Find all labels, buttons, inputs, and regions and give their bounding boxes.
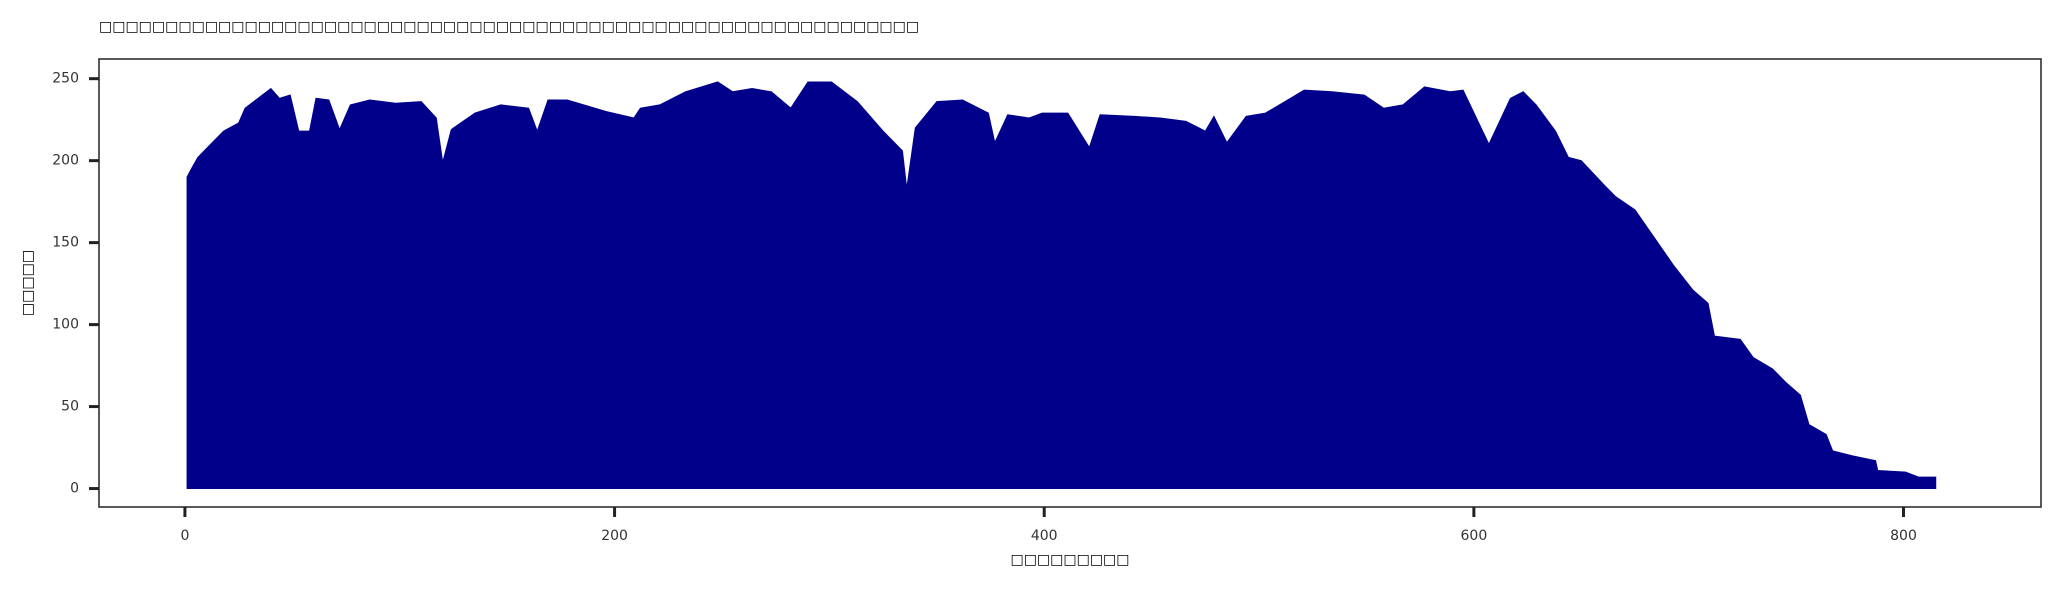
x-tick-label: 400 [1031,528,1058,544]
x-axis-label: □□□□□□□□□ [1010,552,1129,568]
chart-title: □□□□□□□□□□□□□□□□□□□□□□□□□□□□□□□□□□□□□□□□… [99,19,919,35]
x-tick-label: 0 [180,528,189,544]
x-tick-label: 600 [1461,528,1488,544]
y-tick-label: 50 [61,399,79,415]
y-tick-label: 150 [52,235,79,251]
y-tick-label: 0 [70,481,79,497]
y-axis-label: □□□□□ [20,250,36,316]
x-tick-label: 200 [601,528,628,544]
y-tick-label: 250 [52,71,79,87]
x-tick-label: 800 [1890,528,1917,544]
area [186,81,1937,490]
y-tick-label: 100 [52,317,79,333]
y-tick-label: 200 [52,153,79,169]
plot-frame [98,58,2042,508]
